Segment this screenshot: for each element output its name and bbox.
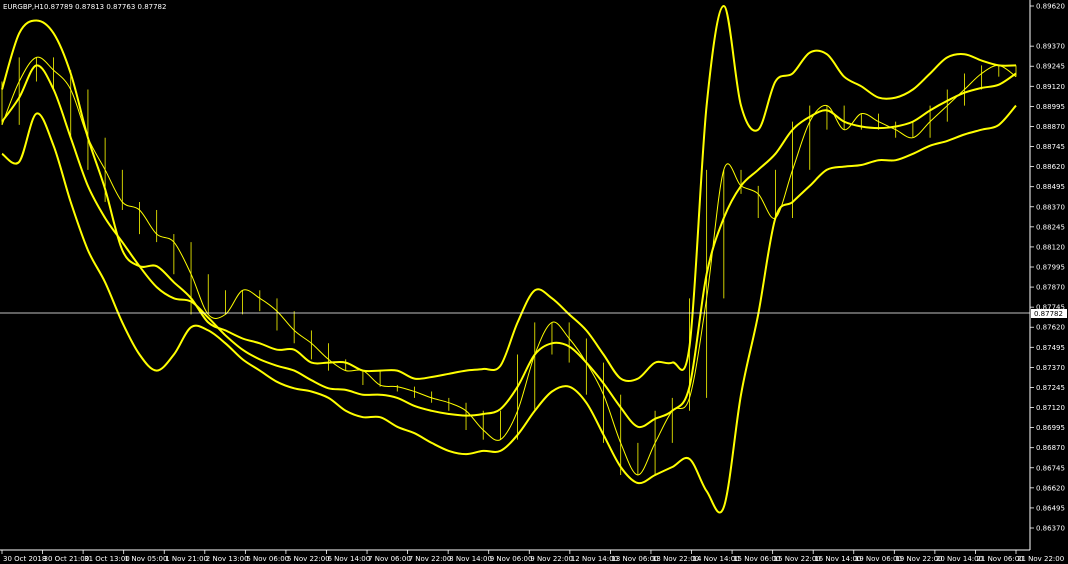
x-tick-label: 15 Nov 06:00	[733, 555, 780, 563]
x-tick-label: 19 Nov 06:00	[855, 555, 902, 563]
x-tick-label: 19 Nov 22:00	[895, 555, 942, 563]
y-axis: 0.89620 0.89370 0.89245 0.89120 0.88995 0.888…	[1030, 3, 1065, 533]
y-tick-label: 0.87495	[1036, 344, 1065, 352]
price-line	[1, 56, 1017, 476]
y-tick-label: 0.88495	[1036, 183, 1065, 191]
lower-band-line	[1, 104, 1017, 514]
y-tick-label: 0.88245	[1036, 223, 1065, 231]
series-lines	[1, 4, 1017, 514]
ohlc-values: 0.87789 0.87813 0.87763 0.87782	[44, 3, 166, 11]
x-tick-label: 7 Nov 06:00	[368, 555, 411, 563]
x-tick-label: 1 Nov 21:00	[165, 555, 208, 563]
y-tick-label: 0.87620	[1036, 324, 1065, 332]
x-tick-label: 6 Nov 14:00	[327, 555, 370, 563]
y-tick-label: 0.87120	[1036, 404, 1065, 412]
y-tick-label: 0.88620	[1036, 163, 1065, 171]
y-tick-label: 0.86995	[1036, 424, 1065, 432]
x-tick-label: 13 Nov 22:00	[652, 555, 699, 563]
x-tick-label: 30 Oct 21:00	[44, 555, 90, 563]
y-tick-label: 0.89620	[1036, 3, 1065, 11]
x-tick-label: 7 Nov 22:00	[409, 555, 452, 563]
y-tick-label: 0.89245	[1036, 63, 1065, 71]
y-tick-label: 0.88120	[1036, 243, 1065, 251]
y-tick-label: 0.87870	[1036, 284, 1065, 292]
symbol-label: EURGBP,H1	[3, 3, 44, 11]
x-tick-label: 5 Nov 22:00	[287, 555, 330, 563]
x-tick-label: 31 Oct 13:00	[84, 555, 130, 563]
x-tick-label: 9 Nov 06:00	[490, 555, 533, 563]
y-tick-label: 0.86370	[1036, 525, 1065, 533]
y-tick-label: 0.87245	[1036, 384, 1065, 392]
y-tick-label: 0.87995	[1036, 264, 1065, 272]
y-tick-label: 0.88745	[1036, 143, 1065, 151]
x-tick-label: 13 Nov 06:00	[611, 555, 658, 563]
y-tick-label: 0.87370	[1036, 364, 1065, 372]
x-tick-label: 14 Nov 14:00	[693, 555, 740, 563]
y-tick-label: 0.86870	[1036, 444, 1065, 452]
x-tick-label: 1 Nov 05:00	[125, 555, 168, 563]
y-tick-label: 0.88995	[1036, 103, 1065, 111]
x-tick-label: 21 Nov 06:00	[976, 555, 1023, 563]
x-tick-label: 9 Nov 22:00	[530, 555, 573, 563]
y-tick-label: 0.86620	[1036, 484, 1065, 492]
x-tick-label: 12 Nov 14:00	[571, 555, 618, 563]
y-tick-label: 0.88870	[1036, 123, 1065, 131]
y-tick-label: 0.86745	[1036, 464, 1065, 472]
y-tick-label: 0.86495	[1036, 504, 1065, 512]
x-tick-label: 16 Nov 14:00	[814, 555, 861, 563]
y-tick-label: 0.87745	[1036, 304, 1065, 312]
x-tick-label: 21 Nov 22:00	[1017, 555, 1064, 563]
price-marker-label: 0.87782	[1034, 310, 1063, 318]
y-tick-label: 0.89120	[1036, 83, 1065, 91]
x-tick-label: 8 Nov 14:00	[449, 555, 492, 563]
y-tick-label: 0.89370	[1036, 43, 1065, 51]
x-tick-label: 20 Nov 14:00	[936, 555, 983, 563]
y-tick-label: 0.88370	[1036, 203, 1065, 211]
upper-band-line	[1, 4, 1017, 383]
price-marker-bg	[1031, 309, 1067, 318]
middle-band-line	[1, 64, 1017, 429]
x-tick-label: 30 Oct 2018	[3, 555, 46, 563]
x-tick-label: 5 Nov 06:00	[246, 555, 289, 563]
x-tick-label: 2 Nov 13:00	[206, 555, 249, 563]
x-tick-label: 15 Nov 22:00	[774, 555, 821, 563]
